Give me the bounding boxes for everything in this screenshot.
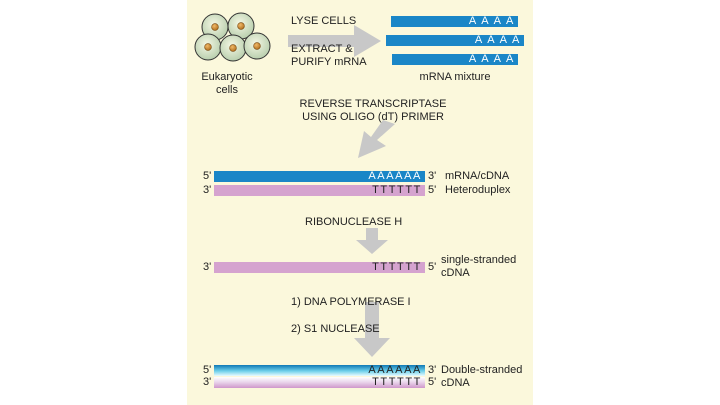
end-label: 3' (203, 261, 212, 273)
end-label: 5' (203, 364, 212, 376)
extract-purify-label: EXTRACT & PURIFY mRNA (291, 43, 367, 68)
reverse-transcriptase-arrow (358, 120, 395, 158)
cell (219, 34, 247, 62)
single-stranded-label: single-stranded cDNA (441, 254, 517, 279)
cdna-strand: TTTTTT (214, 376, 425, 388)
end-label: 3' (203, 376, 212, 388)
double-stranded-label: Double-stranded cDNA (441, 364, 523, 389)
diagram-panel (187, 0, 533, 405)
lyse-arrow (288, 25, 381, 57)
mrna-strand: AAAAAA (214, 170, 425, 182)
lyse-cells-label: LYSE CELLS (291, 15, 357, 27)
eukaryotic-cells-illustration (194, 12, 271, 62)
heteroduplex-label: mRNA/cDNA Heteroduplex (445, 170, 511, 196)
cells-label: Eukaryotic cells (201, 71, 253, 96)
end-label: 3' (428, 170, 437, 182)
end-label: 5' (428, 184, 437, 196)
s1-nuclease-label: 2) S1 NUCLEASE (291, 323, 380, 335)
polymerase-arrow (354, 302, 390, 357)
polymerase-label: 1) DNA POLYMERASE I (291, 296, 411, 308)
ribonuclease-arrow (356, 228, 388, 254)
dna-strand: AAAAAA (214, 364, 425, 376)
cdna-strand: TTTTTT (214, 184, 425, 196)
cell (243, 32, 271, 60)
end-label: 5' (203, 170, 212, 182)
end-label: 5' (428, 261, 437, 273)
mrna-mixture-label: mRNA mixture (419, 71, 491, 83)
cell (227, 12, 255, 40)
cdna-strand: TTTTTT (214, 261, 425, 273)
mrna-strand: A A A A (391, 15, 518, 27)
end-label: 3' (428, 364, 437, 376)
reverse-transcriptase-label: REVERSE TRANSCRIPTASE USING OLIGO (dT) P… (299, 98, 447, 123)
mrna-strand: A A A A (386, 34, 524, 46)
end-label: 3' (203, 184, 212, 196)
end-label: 5' (428, 376, 437, 388)
ribonuclease-label: RIBONUCLEASE H (305, 216, 403, 228)
mrna-strand: A A A A (392, 53, 518, 65)
cell (194, 33, 222, 61)
